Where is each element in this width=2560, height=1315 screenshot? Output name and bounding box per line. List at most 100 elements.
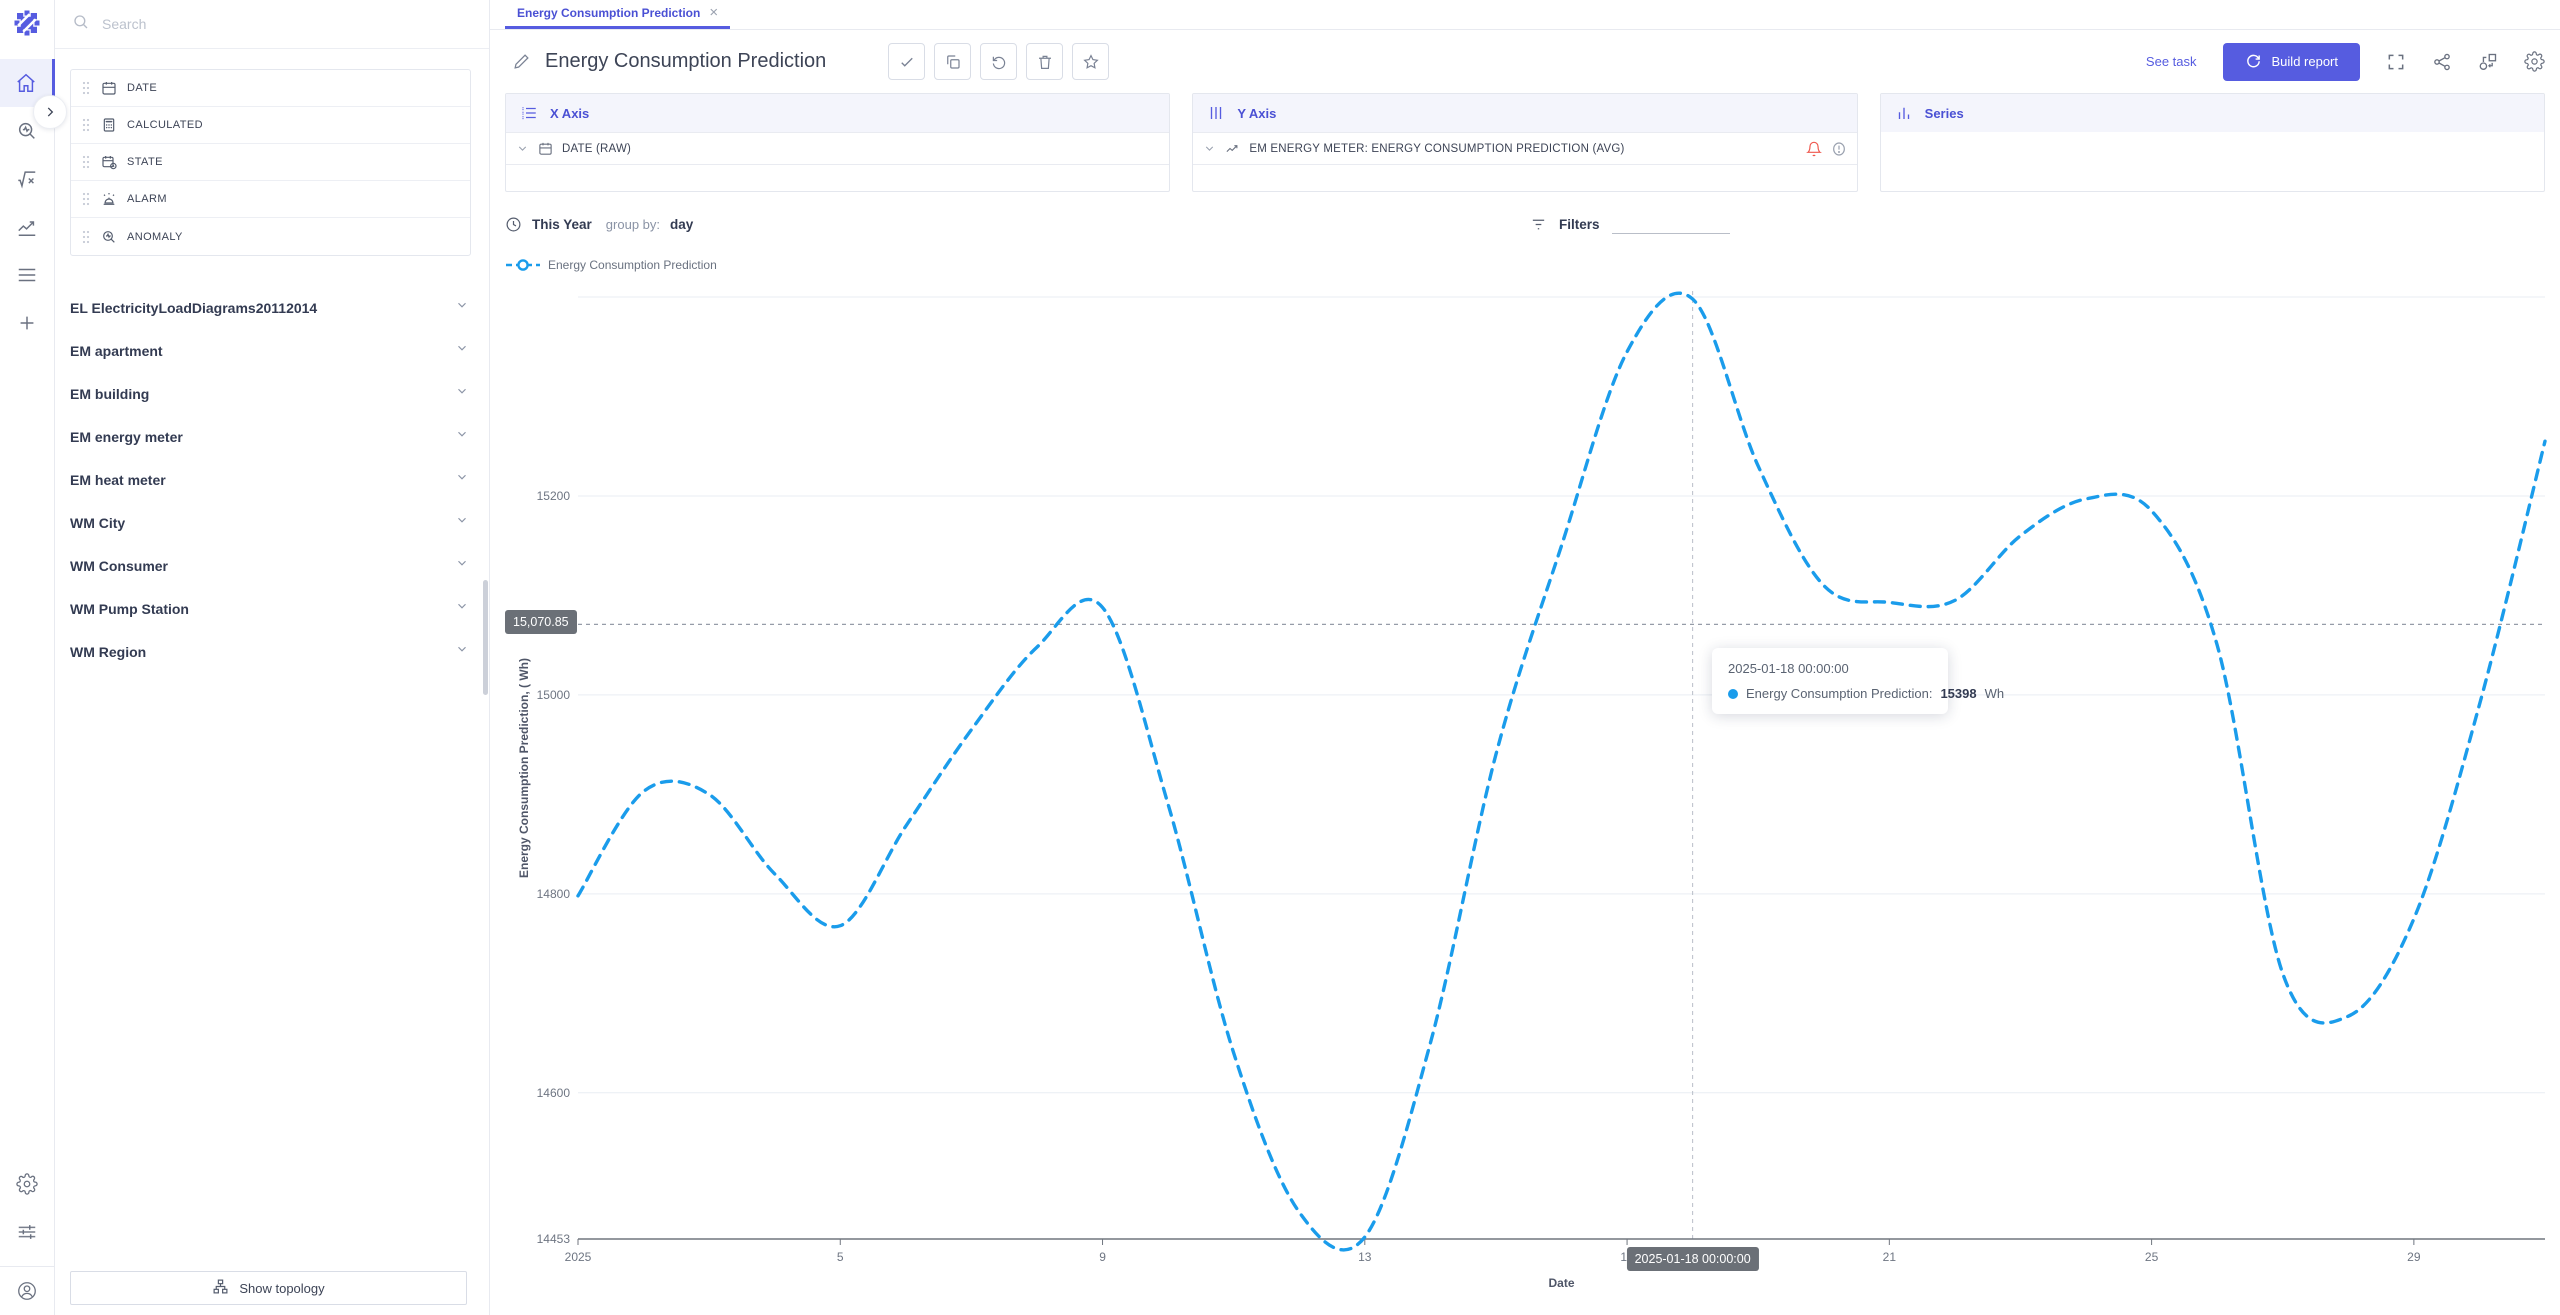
chevron-down-icon[interactable] [1203, 142, 1216, 155]
tooltip-unit: Wh [1984, 686, 2005, 701]
reset-button[interactable] [980, 43, 1018, 80]
drag-handle-icon[interactable] [81, 117, 91, 133]
tooltip-date: 2025-01-18 00:00:00 [1728, 661, 1849, 676]
x-axis-icon [520, 104, 538, 122]
svg-text:9: 9 [1099, 1250, 1106, 1264]
rail-preferences-icon[interactable] [0, 1208, 55, 1256]
delete-button[interactable] [1026, 43, 1064, 80]
info-icon[interactable] [1831, 141, 1847, 157]
group-wm-region[interactable]: WM Region [55, 630, 489, 673]
series-header: Series [1880, 94, 2544, 132]
field-row-calculated[interactable]: CALCULATED [71, 107, 470, 144]
search-input[interactable] [102, 16, 402, 32]
series-dot-icon [1728, 688, 1738, 699]
app-logo-icon[interactable] [12, 8, 42, 43]
y-axis-title: Y Axis [1237, 105, 1277, 121]
group-label: WM Region [70, 643, 147, 660]
group-em-building[interactable]: EM building [55, 372, 489, 415]
y-axis-panel: Y Axis EM ENERGY METER: ENERGY CONSUMPTI… [1192, 93, 1858, 192]
calendar-icon [538, 141, 553, 156]
alert-bell-icon[interactable] [1805, 141, 1822, 157]
y-axis-dropzone[interactable] [1193, 164, 1857, 191]
group-el-electricityloaddiagrams[interactable]: EL ElectricityLoadDiagrams20112014 [55, 286, 489, 329]
rail-menu-icon[interactable] [0, 251, 55, 299]
series-title: Series [1924, 105, 1964, 121]
fullscreen-icon[interactable] [2386, 52, 2406, 72]
field-row-alarm[interactable]: ALARM [71, 181, 470, 218]
tab-energy-consumption-prediction[interactable]: Energy Consumption Prediction × [505, 0, 731, 29]
svg-text:15200: 15200 [537, 489, 571, 503]
legend-item[interactable]: Energy Consumption Prediction [506, 258, 717, 272]
tooltip-series-line: Energy Consumption Prediction: 15398 Wh [1728, 686, 2004, 701]
sidebar-collapse-button[interactable] [33, 95, 67, 129]
time-range-row[interactable]: This Year group by: day [505, 216, 693, 233]
x-axis-field-row[interactable]: DATE (RAW) [506, 132, 1170, 164]
edit-title-icon[interactable] [512, 52, 531, 71]
line-chart[interactable]: 2025591317212529152001500014800146001445… [490, 192, 2560, 1315]
rail-trends-icon[interactable] [0, 203, 55, 251]
gear-icon[interactable] [2524, 51, 2545, 72]
chevron-down-icon[interactable] [455, 470, 469, 489]
y-axis-header: Y Axis [1193, 94, 1857, 132]
rail-account-icon[interactable] [0, 1267, 55, 1315]
rail-add-icon[interactable] [0, 299, 55, 347]
tab-close-icon[interactable]: × [709, 4, 719, 21]
chevron-down-icon[interactable] [455, 298, 469, 317]
field-row-state[interactable]: STATE [71, 144, 470, 181]
group-label: EM energy meter [70, 428, 183, 445]
metric-trend-icon [1225, 141, 1240, 156]
calendar-icon [101, 80, 117, 96]
series-dropzone[interactable] [1881, 132, 2544, 191]
group-wm-pump-station[interactable]: WM Pump Station [55, 587, 489, 630]
sidebar-scrollbar[interactable] [483, 580, 488, 695]
page-title: Energy Consumption Prediction [545, 50, 827, 72]
chevron-down-icon[interactable] [516, 142, 529, 155]
group-em-apartment[interactable]: EM apartment [55, 329, 489, 372]
show-topology-button[interactable]: Show topology [70, 1271, 467, 1305]
chevron-down-icon[interactable] [455, 384, 469, 403]
x-axis-panel: X Axis DATE (RAW) [505, 93, 1171, 192]
rail-settings-icon[interactable] [0, 1160, 55, 1208]
tab-label: Energy Consumption Prediction [517, 5, 701, 20]
main-content: Energy Consumption Prediction × Energy C… [490, 0, 2560, 1315]
rail-formula-icon[interactable] [0, 155, 55, 203]
duplicate-button[interactable] [934, 43, 972, 80]
apply-button[interactable] [888, 43, 926, 80]
group-wm-consumer[interactable]: WM Consumer [55, 544, 489, 587]
time-range-value[interactable]: This Year [532, 217, 592, 232]
legend-marker-icon [506, 259, 540, 271]
filters-input[interactable] [1611, 214, 1730, 234]
see-task-link[interactable]: See task [2145, 54, 2197, 69]
drag-handle-icon[interactable] [81, 229, 91, 245]
search-icon [72, 13, 90, 36]
chevron-down-icon[interactable] [455, 642, 469, 661]
drag-handle-icon[interactable] [81, 80, 91, 96]
favorite-button[interactable] [1072, 43, 1110, 80]
chevron-down-icon[interactable] [455, 599, 469, 618]
chevron-down-icon[interactable] [455, 513, 469, 532]
group-by-value[interactable]: day [670, 217, 694, 232]
chevron-down-icon[interactable] [455, 341, 469, 360]
group-wm-city[interactable]: WM City [55, 501, 489, 544]
field-row-anomaly[interactable]: ANOMALY [71, 218, 470, 255]
group-by-label: group by: [605, 217, 660, 232]
device-groups: EL ElectricityLoadDiagrams20112014 EM ap… [55, 286, 489, 673]
title-bar: Energy Consumption Prediction See task B… [490, 30, 2560, 93]
field-row-date[interactable]: DATE [71, 70, 470, 107]
group-em-energy-meter[interactable]: EM energy meter [55, 415, 489, 458]
share-icon[interactable] [2432, 52, 2452, 72]
chevron-down-icon[interactable] [455, 556, 469, 575]
group-label: WM Consumer [70, 557, 168, 574]
search-bar[interactable] [55, 0, 489, 49]
drag-handle-icon[interactable] [81, 191, 91, 207]
y-axis-field-row[interactable]: EM ENERGY METER: ENERGY CONSUMPTION PRED… [1193, 132, 1857, 164]
drag-handle-icon[interactable] [81, 154, 91, 170]
field-label: DATE [127, 82, 158, 94]
rail-explore-icon[interactable] [0, 107, 55, 155]
build-report-button[interactable]: Build report [2222, 42, 2360, 81]
group-em-heat-meter[interactable]: EM heat meter [55, 458, 489, 501]
workflow-icon[interactable] [2478, 52, 2498, 72]
x-axis-dropzone[interactable] [506, 164, 1170, 191]
chevron-down-icon[interactable] [455, 427, 469, 446]
